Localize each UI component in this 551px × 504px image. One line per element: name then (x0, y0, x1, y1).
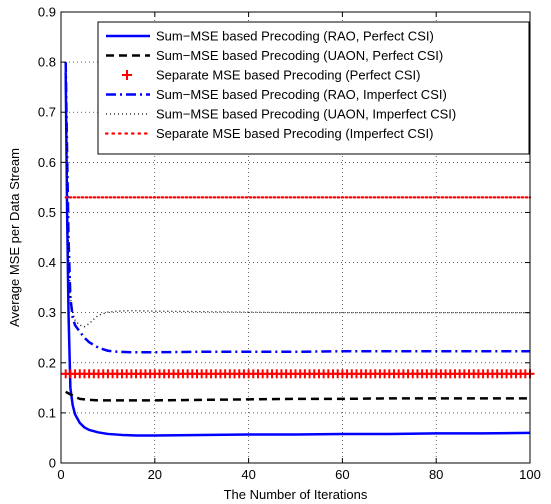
series-3-markers (61, 369, 535, 379)
y-tick-label: 0.2 (38, 355, 56, 370)
y-tick-label: 0 (49, 456, 56, 471)
y-tick-label: 0.7 (38, 105, 56, 120)
legend-label: Separate MSE based Precoding (Imperfect … (156, 126, 433, 141)
legend-label: Sum−MSE based Precoding (RAO, Perfect CS… (156, 29, 434, 44)
series-5-line (65, 112, 530, 328)
x-tick-label: 60 (335, 467, 349, 482)
x-tick-label: 80 (429, 467, 443, 482)
legend-entry: Sum−MSE based Precoding (UAON, Imperfect… (106, 107, 456, 122)
y-axis-label: Average MSE per Data Stream (7, 148, 22, 327)
axis-ticks: 0 20 40 60 80 100 0 0.1 0.2 0.3 0.4 0.5 0.6 0.7 0.8 0.9 (38, 5, 541, 483)
plus-marker (122, 70, 132, 80)
y-tick-label: 0.3 (38, 305, 56, 320)
y-tick-label: 0.1 (38, 405, 56, 420)
x-tick-label: 40 (241, 467, 255, 482)
legend-entry: Sum−MSE based Precoding (RAO, Perfect CS… (106, 29, 434, 44)
legend-label: Sum−MSE based Precoding (RAO, Imperfect … (156, 87, 447, 102)
legend-entry: Sum−MSE based Precoding (RAO, Imperfect … (106, 87, 447, 102)
y-tick-label: 0.9 (38, 5, 56, 20)
legend-entry: Separate MSE based Precoding (Imperfect … (104, 126, 433, 141)
series-1-line (64, 72, 531, 437)
x-tick-label: 20 (148, 467, 162, 482)
y-tick-label: 0.5 (38, 205, 56, 220)
series-4-line (64, 62, 530, 354)
legend-entry: Separate MSE based Precoding (Perfect CS… (122, 68, 420, 83)
x-axis-label: The Number of Iterations (224, 487, 368, 502)
x-tick-label: 100 (519, 467, 541, 482)
series-layer (61, 62, 535, 437)
legend-label: Sum−MSE based Precoding (UAON, Imperfect… (156, 107, 456, 122)
legend-label: Sum−MSE based Precoding (UAON, Perfect C… (156, 48, 443, 63)
series-2-line (65, 390, 530, 402)
legend-entry: Sum−MSE based Precoding (UAON, Perfect C… (106, 48, 443, 63)
y-tick-label: 0.8 (38, 55, 56, 70)
y-tick-label: 0.4 (38, 255, 56, 270)
y-tick-label: 0.6 (38, 155, 56, 170)
legend: Sum−MSE based Precoding (RAO, Perfect CS… (97, 21, 530, 155)
legend-label: Separate MSE based Precoding (Perfect CS… (156, 68, 420, 83)
legend-box (97, 21, 530, 155)
x-tick-label: 0 (57, 467, 64, 482)
plot-frame (60, 11, 531, 464)
